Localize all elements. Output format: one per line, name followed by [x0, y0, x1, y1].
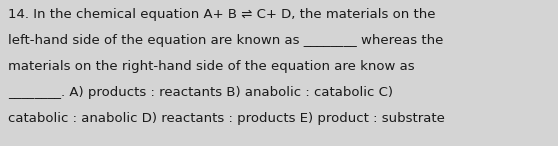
- Text: ________. A) products : reactants B) anabolic : catabolic C): ________. A) products : reactants B) ana…: [8, 86, 393, 99]
- Text: left-hand side of the equation are known as ________ whereas the: left-hand side of the equation are known…: [8, 34, 444, 47]
- Text: 14. In the chemical equation A+ B ⇌ C+ D, the materials on the: 14. In the chemical equation A+ B ⇌ C+ D…: [8, 8, 435, 21]
- Text: materials on the right-hand side of the equation are know as: materials on the right-hand side of the …: [8, 60, 415, 73]
- Text: catabolic : anabolic D) reactants : products E) product : substrate: catabolic : anabolic D) reactants : prod…: [8, 112, 445, 125]
